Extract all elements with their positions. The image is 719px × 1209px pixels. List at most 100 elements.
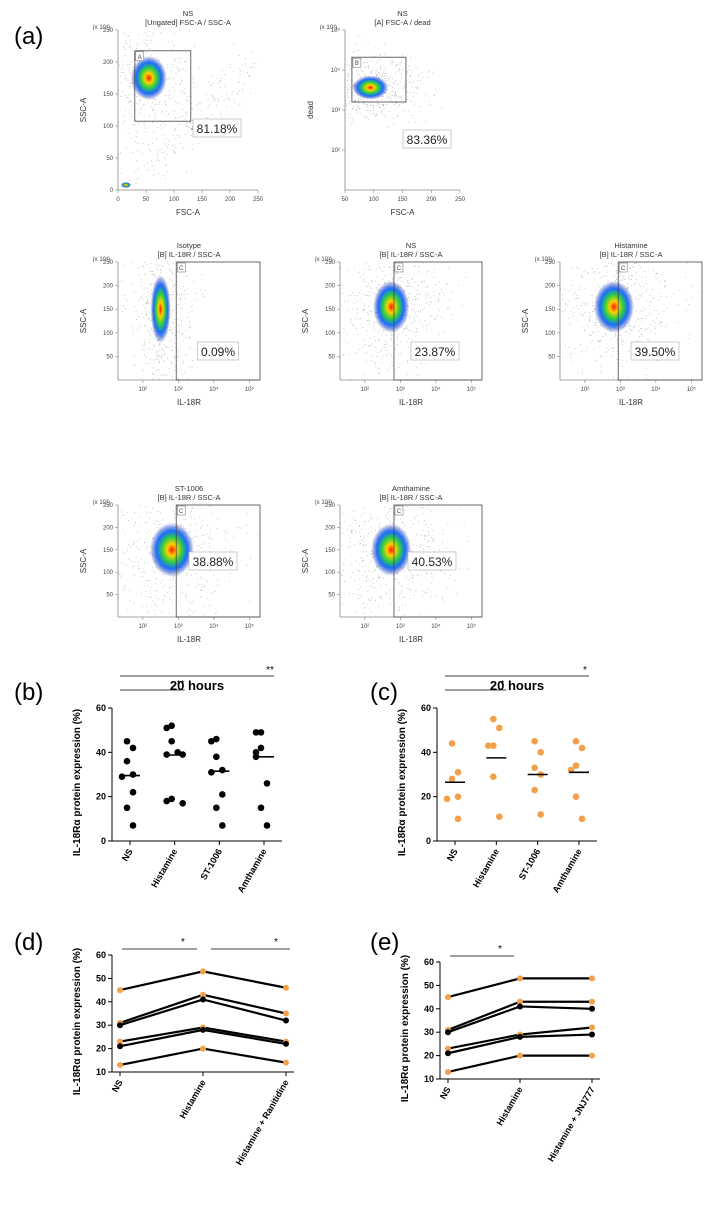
flow-event-dot (404, 85, 405, 87)
flow-event-dot (145, 32, 147, 34)
flow-x-tick-label: 100 (369, 197, 380, 203)
flow-event-dot (148, 579, 149, 581)
flow-event-dot (398, 279, 400, 281)
flow-event-dot (126, 300, 128, 301)
flow-event-dot (121, 573, 122, 575)
chart-point (537, 749, 544, 756)
flow-event-dot (630, 330, 632, 331)
flow-event-dot (136, 150, 138, 152)
flow-event-dot (348, 546, 349, 548)
flow-event-dot (142, 142, 144, 144)
flow-y-tick-label: 50 (328, 593, 335, 599)
flow-event-dot (200, 527, 202, 529)
flow-event-dot (152, 109, 154, 111)
flow-event-dot (649, 305, 651, 306)
flow-event-dot (344, 301, 345, 303)
flow-event-dot (212, 96, 214, 98)
flow-event-dot (223, 86, 225, 88)
flow-gate-label: C (179, 266, 184, 272)
flow-event-dot (178, 351, 180, 353)
flow-event-dot (249, 76, 250, 78)
flow-event-dot (368, 65, 369, 67)
flow-title-gate: [B] IL-18R / SSC-A (380, 250, 443, 259)
flow-event-dot (146, 511, 148, 513)
flow-event-dot (362, 558, 364, 559)
flow-event-dot (415, 265, 416, 267)
flow-event-dot (631, 330, 633, 332)
flow-event-dot (407, 286, 409, 287)
flow-event-dot (237, 92, 239, 94)
flow-event-dot (155, 590, 157, 591)
flow-event-dot (187, 95, 189, 97)
flow-event-dot (577, 268, 579, 269)
flow-event-dot (378, 606, 379, 608)
flow-event-dot (653, 270, 654, 272)
flow-event-dot (564, 304, 566, 305)
flow-event-dot (395, 79, 397, 81)
flow-event-dot (421, 535, 423, 536)
flow-event-dot (170, 326, 172, 328)
flow-event-dot (122, 311, 123, 312)
flow-event-dot (239, 68, 241, 70)
chart-point (263, 780, 271, 787)
chart-x-tick-label: Histamine (471, 847, 501, 889)
flow-x-tick-label: 10⁴ (651, 386, 661, 393)
flow-x-tick-label: 10² (361, 387, 370, 393)
flow-event-dot (364, 61, 366, 63)
flow-event-dot (401, 590, 403, 592)
flow-event-dot (354, 294, 356, 296)
chart-point (123, 737, 131, 745)
flow-event-dot (406, 84, 407, 86)
flow-event-dot (135, 136, 137, 137)
flow-event-dot (376, 75, 378, 76)
flow-event-dot (373, 336, 375, 338)
flow-event-dot (368, 579, 370, 581)
flow-event-dot (370, 338, 371, 339)
flow-event-dot (166, 79, 168, 81)
flow-event-dot (244, 103, 246, 105)
flow-event-dot (634, 298, 636, 300)
flow-event-dot (177, 330, 179, 332)
flow-event-dot (151, 379, 153, 380)
chart-point (572, 793, 580, 800)
flow-event-dot (173, 286, 175, 287)
flow-event-dot (131, 262, 133, 263)
flow-event-dot (132, 333, 134, 335)
flow-event-dot (406, 80, 407, 82)
flow-event-dot (567, 304, 569, 306)
flow-event-dot (379, 66, 381, 68)
flow-event-dot (427, 527, 429, 529)
flow-event-dot (169, 99, 171, 100)
flow-event-dot (169, 330, 170, 331)
flow-event-dot (129, 600, 131, 602)
flow-event-dot (177, 318, 179, 320)
flow-event-dot (136, 103, 138, 104)
flow-x-label: IL-18R (399, 635, 423, 644)
flow-event-dot (380, 111, 382, 113)
flow-event-dot (415, 331, 417, 332)
flow-event-dot (174, 145, 176, 147)
flow-event-dot (634, 263, 636, 265)
chart-y-label: IL-18Rα protein expression (%) (72, 709, 83, 856)
chart-point (448, 775, 456, 783)
flow-event-dot (226, 540, 227, 542)
flow-event-dot (432, 530, 434, 532)
flow-event-dot (456, 593, 458, 595)
flow-event-dot (163, 175, 164, 176)
flow-event-dot (123, 551, 124, 553)
flow-event-dot (160, 582, 162, 584)
flow-density-blob (371, 523, 412, 576)
flow-y-tick-label: 100 (103, 570, 114, 576)
flow-event-dot (162, 265, 164, 267)
chart-x-tick-label: ST-1006 (517, 847, 543, 881)
flow-event-dot (343, 512, 345, 514)
flow-event-dot (422, 590, 423, 592)
flow-event-dot (366, 116, 367, 118)
flow-event-dot (153, 131, 155, 133)
flow-event-dot (606, 348, 608, 350)
flow-event-dot (382, 103, 383, 105)
flow-event-dot (211, 592, 213, 594)
flow-event-dot (170, 362, 172, 364)
flow-event-dot (367, 119, 369, 120)
